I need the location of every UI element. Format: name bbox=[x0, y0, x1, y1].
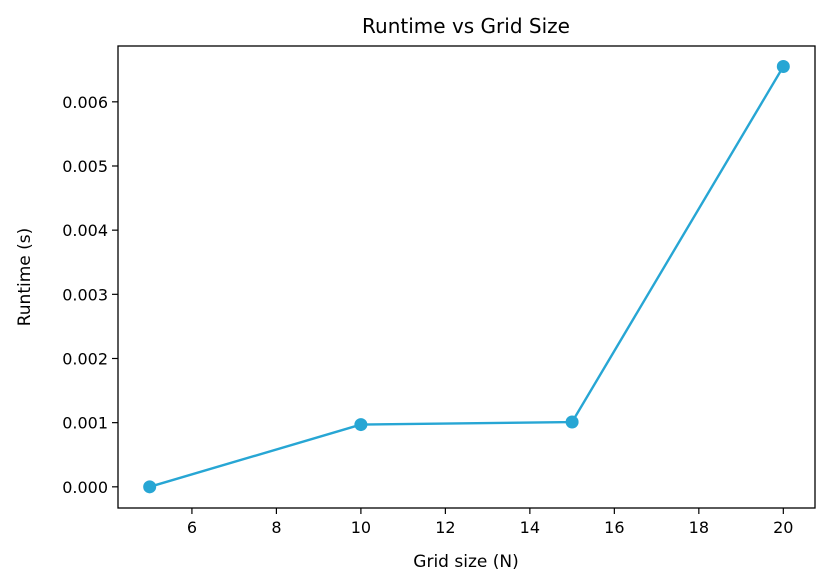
series-line bbox=[149, 65, 785, 488]
x-axis-label: Grid size (N) bbox=[413, 552, 518, 572]
x-tick-label: 6 bbox=[187, 518, 197, 537]
y-tick-label: 0.004 bbox=[62, 221, 108, 240]
x-tick-label: 8 bbox=[271, 518, 281, 537]
data-point bbox=[143, 480, 157, 494]
x-tick-label: 20 bbox=[773, 518, 793, 537]
data-point bbox=[776, 60, 790, 74]
x-tick-label: 16 bbox=[604, 518, 624, 537]
y-tick-label: 0.000 bbox=[62, 478, 108, 497]
y-axis-label: Runtime (s) bbox=[15, 228, 35, 327]
y-tick-label: 0.006 bbox=[62, 93, 108, 112]
y-tick-label: 0.003 bbox=[62, 285, 108, 304]
data-point bbox=[565, 415, 579, 429]
plot-frame bbox=[117, 45, 816, 509]
data-point bbox=[354, 418, 368, 432]
y-tick-label: 0.005 bbox=[62, 157, 108, 176]
x-tick-label: 10 bbox=[351, 518, 371, 537]
x-tick-label: 18 bbox=[689, 518, 709, 537]
chart-title: Runtime vs Grid Size bbox=[362, 14, 570, 38]
y-tick-label: 0.001 bbox=[62, 414, 108, 433]
y-tick-label: 0.002 bbox=[62, 349, 108, 368]
plot-area: 6 8 10 12 14 16 18 20 0.000 0.001 0.002 0.003 0.004 0… bbox=[62, 45, 816, 537]
x-tick-label: 12 bbox=[435, 518, 455, 537]
x-tick-label: 14 bbox=[520, 518, 540, 537]
